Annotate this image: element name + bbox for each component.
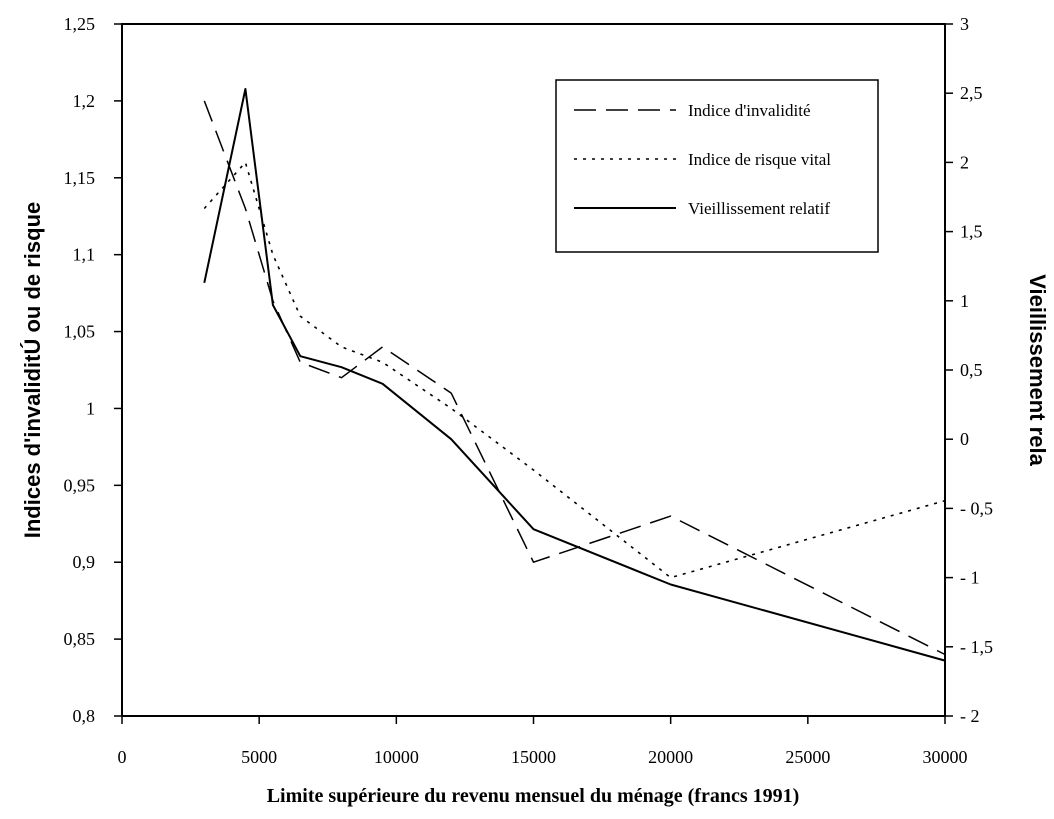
- y-right-axis: - 2 - 1,5 - 1 - 0,5 0 0,5 1 1,5 2 2,5 3: [945, 14, 993, 726]
- y-right-tick-label: 1,5: [960, 222, 983, 242]
- y-right-tick-label: 3: [960, 14, 969, 34]
- y-right-tick-label: - 2: [960, 706, 980, 726]
- y-left-tick-label: 1: [86, 398, 95, 418]
- y-right-tick-label: 2: [960, 152, 969, 172]
- x-axis-title: Limite supérieure du revenu mensuel du m…: [267, 785, 800, 807]
- x-tick-label: 25000: [785, 747, 830, 767]
- legend-box: [555, 79, 879, 253]
- series-line-2: [203, 161, 946, 579]
- y-right-axis-title: Vieillissement rela: [1025, 274, 1050, 466]
- y-right-tick-label: - 1,5: [960, 637, 993, 657]
- x-axis: 0 5000 10000 15000 20000 25000 30000: [118, 716, 968, 767]
- y-left-tick-label: 0,95: [64, 475, 96, 495]
- y-left-tick-label: 0,9: [73, 552, 96, 572]
- y-left-tick-label: 0,8: [73, 706, 96, 726]
- series-line-3: [203, 88, 946, 662]
- legend-label-2: Indice de risque vital: [688, 150, 831, 169]
- y-right-tick-label: - 1: [960, 568, 980, 588]
- x-tick-label: 0: [118, 747, 127, 767]
- y-left-axis: 0,8 0,85 0,9 0,95 1 1,05 1,1 1,15 1,2 1,25: [64, 14, 122, 726]
- x-tick-label: 5000: [241, 747, 277, 767]
- x-tick-label: 15000: [511, 747, 556, 767]
- x-tick-label: 20000: [648, 747, 693, 767]
- legend-label-1: Indice d'invalidité: [688, 101, 811, 120]
- y-left-tick-label: 1,15: [64, 168, 96, 188]
- y-left-tick-label: 0,85: [64, 629, 96, 649]
- y-left-tick-label: 1,1: [73, 245, 96, 265]
- y-right-tick-label: 2,5: [960, 83, 983, 103]
- legend: Indice d'invalidité Indice de risque vita…: [555, 79, 879, 253]
- series-group: [203, 88, 946, 662]
- y-left-tick-label: 1,2: [73, 91, 96, 111]
- y-right-tick-label: 0: [960, 429, 969, 449]
- y-left-axis-title: Indices d'invaliditÚ ou de risque: [20, 202, 45, 539]
- x-tick-label: 30000: [923, 747, 968, 767]
- y-left-tick-label: 1,25: [64, 14, 96, 34]
- x-tick-label: 10000: [374, 747, 419, 767]
- legend-label-3: Vieillissement relatif: [688, 199, 830, 218]
- y-right-tick-label: - 0,5: [960, 498, 993, 518]
- y-right-tick-label: 1: [960, 291, 969, 311]
- series-line-1: [203, 100, 946, 656]
- y-right-tick-label: 0,5: [960, 360, 983, 380]
- y-left-tick-label: 1,05: [64, 322, 96, 342]
